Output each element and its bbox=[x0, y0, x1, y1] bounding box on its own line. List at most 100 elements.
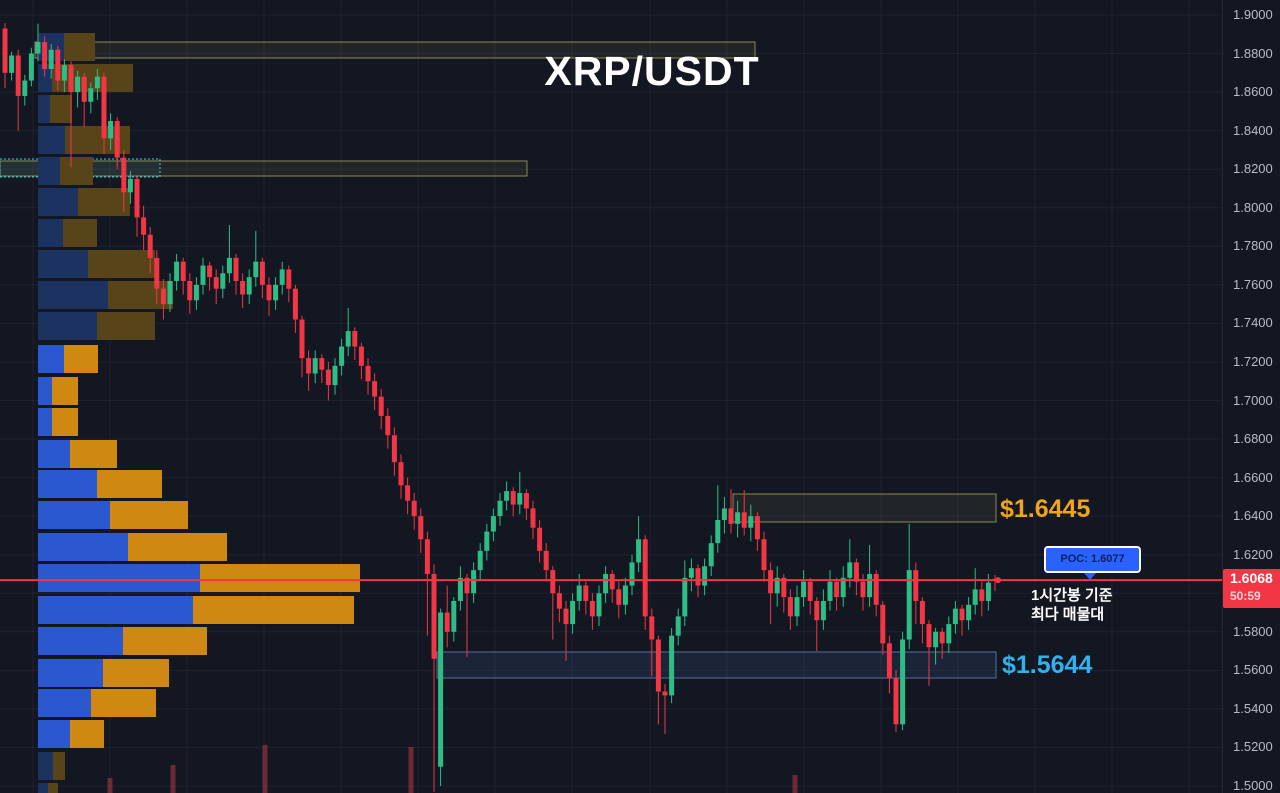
candle-body bbox=[378, 396, 384, 416]
candle-body bbox=[972, 589, 978, 605]
volume-profile-buy-bar bbox=[38, 533, 128, 561]
volume-profile-sell-bar bbox=[110, 501, 188, 529]
axis-tick-label: 1.6400 bbox=[1233, 508, 1273, 524]
candle-body bbox=[873, 573, 879, 605]
candle-body bbox=[312, 358, 318, 374]
candle-body bbox=[174, 261, 180, 281]
volume-profile-buy-bar bbox=[38, 408, 52, 436]
price-axis[interactable]: 1.9000 1.8800 1.8600 1.8400 1.8200 1.8000 1.78… bbox=[1222, 0, 1280, 793]
candle-body bbox=[655, 639, 661, 692]
volume-profile-sell-bar bbox=[64, 33, 95, 61]
candle-body bbox=[365, 365, 371, 382]
candle-body bbox=[180, 261, 186, 281]
last-price-dot bbox=[995, 577, 1001, 584]
candle-body bbox=[952, 608, 958, 625]
candle-body bbox=[345, 331, 351, 347]
axis-tick-label: 1.8000 bbox=[1233, 199, 1273, 215]
candle-body bbox=[286, 269, 292, 289]
volume-profile-buy-bar bbox=[38, 440, 70, 468]
candle-body bbox=[220, 273, 226, 289]
candle-body bbox=[570, 600, 576, 625]
volume-profile-sell-bar bbox=[97, 470, 162, 498]
candle-body bbox=[490, 516, 496, 532]
volume-profile-buy-bar bbox=[38, 188, 78, 216]
volume-profile-buy-bar bbox=[38, 627, 123, 655]
volume-profile-buy-bar bbox=[38, 659, 103, 687]
candle-body bbox=[715, 520, 721, 544]
candle-body bbox=[81, 76, 87, 102]
candle-body bbox=[233, 257, 239, 281]
candle-body bbox=[754, 516, 760, 540]
volume-profile-buy-bar bbox=[38, 157, 60, 185]
volume-profile-sell-bar bbox=[70, 440, 117, 468]
axis-tick-label: 1.6600 bbox=[1233, 469, 1273, 485]
candle-body bbox=[240, 280, 246, 295]
volume-profile-sell-bar bbox=[103, 659, 169, 687]
candle-body bbox=[768, 570, 774, 594]
candle-body bbox=[332, 365, 338, 386]
candle-body bbox=[306, 358, 312, 374]
candle-body bbox=[820, 600, 826, 621]
volume-profile-sell-bar bbox=[65, 126, 130, 154]
volume-profile-sell-bar bbox=[91, 689, 156, 717]
volume-profile-buy-bar bbox=[38, 345, 64, 373]
candle-body bbox=[695, 568, 701, 586]
volume-profile-sell-bar bbox=[70, 720, 104, 748]
candle-body bbox=[728, 508, 734, 524]
candle-body bbox=[385, 415, 391, 436]
candle-body bbox=[523, 493, 529, 509]
candle-body bbox=[801, 581, 807, 598]
poc-callout[interactable]: POC: 1.6077 bbox=[1044, 546, 1141, 580]
candle-body bbox=[702, 566, 708, 586]
candle-body bbox=[391, 435, 397, 463]
axis-tick-label: 1.5800 bbox=[1233, 623, 1273, 639]
candle-body bbox=[893, 678, 899, 725]
axis-tick-label: 1.6200 bbox=[1233, 546, 1273, 562]
axis-tick-label: 1.7800 bbox=[1233, 238, 1273, 254]
candle-body bbox=[451, 600, 457, 632]
axis-tick-label: 1.7000 bbox=[1233, 392, 1273, 408]
candle-body bbox=[629, 562, 635, 586]
candle-body bbox=[900, 639, 906, 725]
axis-tick-label: 1.8600 bbox=[1233, 84, 1273, 100]
candle-body bbox=[589, 600, 595, 617]
candle-body bbox=[35, 41, 41, 54]
candle-body bbox=[266, 284, 272, 301]
volume-profile-buy-bar bbox=[38, 783, 48, 793]
poc-pointer-icon bbox=[1084, 573, 1096, 580]
candle-body bbox=[721, 508, 727, 521]
candle-body bbox=[682, 577, 688, 617]
candle-body bbox=[583, 585, 589, 601]
candle-body bbox=[537, 527, 543, 551]
volume-profile-sell-bar bbox=[63, 219, 97, 247]
candle-body bbox=[840, 577, 846, 598]
candle-body bbox=[622, 585, 628, 605]
zone-box[interactable] bbox=[34, 41, 756, 59]
candle-body bbox=[504, 491, 510, 501]
candle-body bbox=[134, 178, 140, 218]
zone-box[interactable] bbox=[0, 160, 528, 177]
volume-profile-sell-bar bbox=[78, 188, 130, 216]
candle-body bbox=[121, 157, 127, 193]
candle-body bbox=[372, 381, 378, 397]
candle-body bbox=[279, 269, 285, 285]
candle-body bbox=[530, 508, 536, 528]
candle-body bbox=[444, 612, 450, 632]
candle-body bbox=[167, 280, 173, 305]
candle-body bbox=[94, 76, 100, 89]
candle-body bbox=[141, 217, 147, 235]
candle-body bbox=[748, 516, 754, 528]
volume-profile-sell-bar bbox=[193, 596, 354, 624]
zone-box[interactable] bbox=[732, 493, 997, 523]
candle-body bbox=[794, 597, 800, 617]
candle-body bbox=[28, 53, 34, 81]
axis-tick-label: 1.8400 bbox=[1233, 122, 1273, 138]
volume-profile-sell-bar bbox=[128, 533, 227, 561]
candle-body bbox=[114, 121, 120, 158]
candle-body bbox=[642, 539, 648, 617]
candle-body bbox=[636, 539, 642, 563]
zone-box[interactable] bbox=[436, 651, 997, 679]
candle-body bbox=[15, 55, 21, 96]
candle-body bbox=[860, 581, 866, 598]
